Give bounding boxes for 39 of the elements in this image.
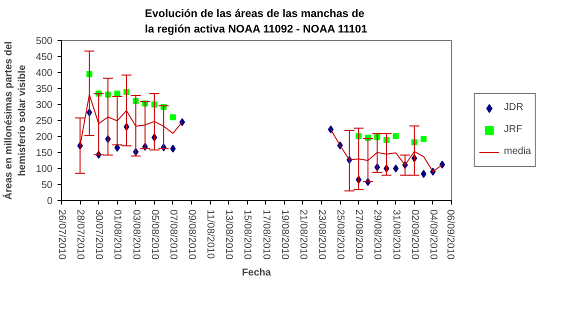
x-axis-title: Fecha	[242, 268, 272, 279]
x-tick-label: 07/08/2010	[167, 210, 178, 260]
legend-label: media	[504, 146, 532, 157]
y-tick-label: 200	[36, 132, 53, 143]
legend-label: JRF	[504, 124, 524, 135]
y-tick-label: 100	[36, 164, 53, 175]
x-tick-label: 05/08/2010	[148, 210, 160, 260]
x-tick-label: 27/08/2010	[353, 210, 364, 260]
x-tick-label: 13/08/2010	[223, 210, 234, 260]
y-tick-label: 0	[46, 196, 53, 207]
y-tick-label: 50	[41, 180, 53, 191]
y-tick-label: 450	[36, 52, 53, 63]
x-tick-label: 23/08/2010	[316, 210, 327, 260]
x-tick-label: 04/09/2010	[427, 210, 438, 260]
x-tick-label: 25/08/2010	[334, 210, 346, 260]
x-tick-label: 28/07/2010	[74, 210, 86, 260]
y-axis-title: Áreas en millonésimas partes del hemisferio solar visible	[2, 41, 28, 200]
x-tick-label: 26/07/2010	[56, 210, 67, 260]
x-tick-label: 03/08/2010	[130, 210, 142, 260]
y-tick-label: 400	[36, 68, 53, 79]
x-tick-label: 30/07/2010	[93, 210, 104, 260]
y-tick-label: 250	[36, 116, 53, 127]
x-tick-label: 06/09/2010	[444, 210, 456, 260]
x-tick-label: 17/08/2010	[260, 210, 272, 260]
y-tick-label: 300	[36, 100, 53, 111]
x-tick-label: 09/08/2010	[186, 210, 197, 260]
x-tick-label: 19/08/2010	[278, 210, 290, 260]
x-tick-label: 11/08/2010	[204, 210, 216, 260]
y-tick-label: 500	[36, 36, 53, 47]
y-tick-label: 350	[36, 84, 53, 95]
x-tick-label: 02/09/2010	[408, 210, 420, 260]
x-tick-label: 15/08/2010	[242, 210, 253, 260]
legend-label: JDR	[504, 102, 524, 113]
x-tick-label: 29/08/2010	[372, 210, 383, 260]
chart-title: Evolución de las áreas de las manchas de la región activa NOAA 11092 - NOAA 11101	[144, 8, 368, 36]
x-tick-label: 01/08/2010	[112, 210, 123, 260]
x-tick-label: 31/08/2010	[390, 210, 402, 260]
x-tick-label: 21/08/2010	[297, 210, 308, 260]
y-tick-label: 150	[36, 148, 53, 159]
